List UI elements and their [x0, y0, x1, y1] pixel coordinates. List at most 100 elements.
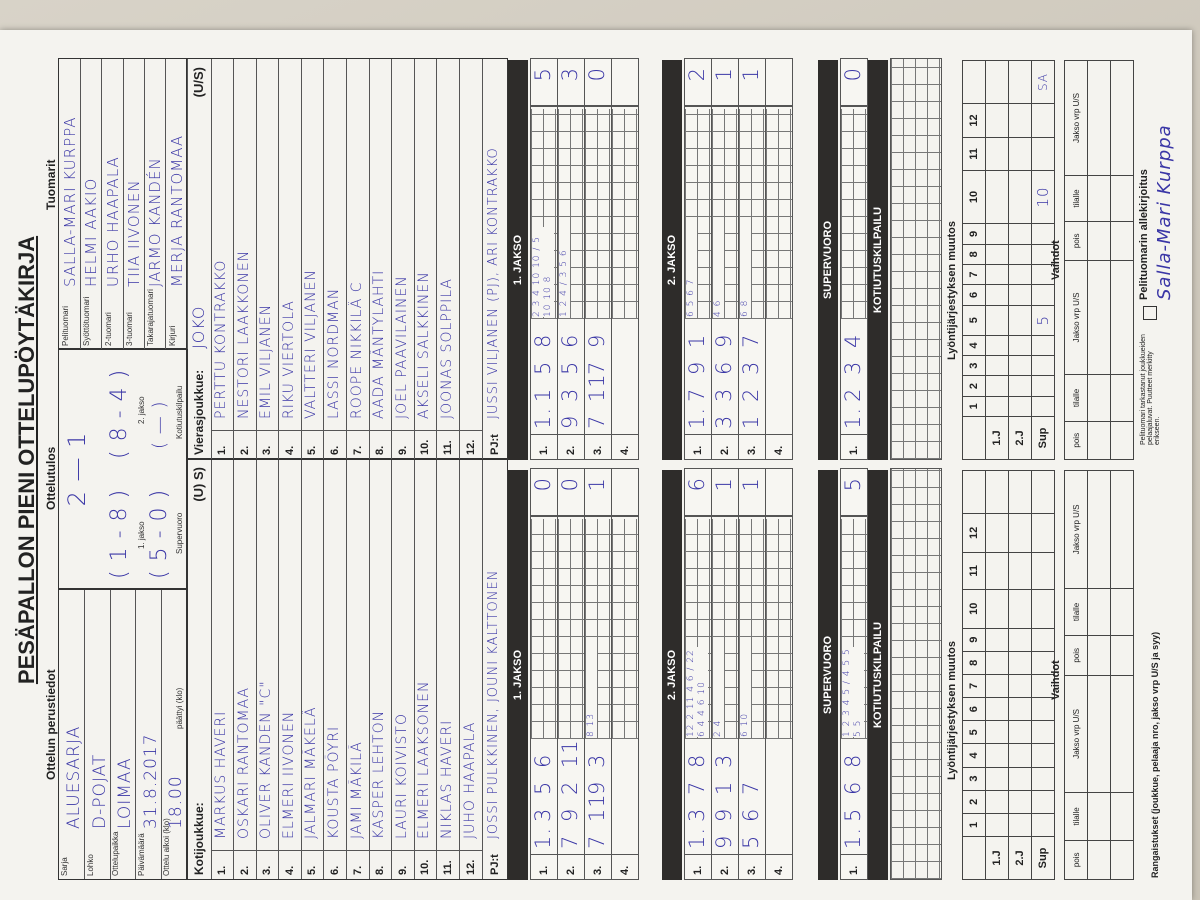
lineup-cell[interactable] [985, 244, 1009, 265]
lineup-cell[interactable] [1031, 589, 1055, 629]
lineup-cell[interactable] [985, 628, 1009, 652]
player-name[interactable]: ELMERI LAAKSONEN [416, 680, 433, 839]
batter-number[interactable]: 2 [739, 387, 763, 402]
batter-number[interactable]: 9 [585, 333, 609, 348]
lineup-cell[interactable] [1031, 628, 1055, 652]
substitution-cell[interactable] [1110, 374, 1134, 422]
batter-number[interactable]: 3 [739, 360, 763, 375]
batter-number[interactable]: 1 [685, 333, 709, 348]
batter-number[interactable]: 3 [712, 387, 736, 402]
substitution-cell[interactable] [1110, 840, 1134, 880]
lineup-cell[interactable] [1031, 813, 1055, 837]
lineup-cell[interactable] [1008, 674, 1032, 698]
lineup-extra-cell[interactable]: SA [1031, 60, 1055, 104]
batter-number[interactable]: 3 [685, 807, 709, 822]
substitution-cell[interactable] [1110, 635, 1134, 676]
batter-number[interactable]: 3 [585, 753, 609, 768]
lineup-cell[interactable] [1008, 513, 1032, 553]
player-name[interactable]: LAURI KOIVISTO [393, 713, 410, 839]
lineup-cell[interactable] [985, 790, 1009, 814]
runs-scored[interactable]: 3 [558, 67, 582, 82]
batter-number[interactable]: 9 [585, 780, 609, 795]
runs-scored[interactable]: 1 [739, 67, 763, 82]
batter-number[interactable]: 9 [558, 807, 582, 822]
batter-number[interactable]: 6 [712, 360, 736, 375]
batter-number[interactable]: 1. [841, 826, 865, 849]
batter-number[interactable]: 11 [585, 793, 609, 822]
batter-number[interactable]: 5 [531, 780, 555, 795]
lineup-cell[interactable] [1008, 552, 1032, 590]
info-value[interactable]: LOIMAA [115, 757, 136, 829]
substitution-cell[interactable] [1087, 421, 1111, 460]
batter-number[interactable]: 9 [558, 414, 582, 429]
player-name[interactable]: ELMERI IIVONEN [280, 710, 297, 839]
substitution-cell[interactable] [1087, 588, 1111, 636]
player-name[interactable]: AKSELI SALKKINEN [416, 271, 433, 419]
lineup-cell[interactable] [985, 396, 1009, 417]
info-value[interactable]: 18.00 [166, 775, 187, 829]
substitution-cell[interactable] [1087, 374, 1111, 422]
batter-number[interactable]: 7 [685, 780, 709, 795]
lineup-cell[interactable] [985, 375, 1009, 397]
batter-number[interactable]: 3 [712, 414, 736, 429]
lineup-cell[interactable] [1031, 335, 1055, 356]
runs-scored[interactable]: 0 [558, 477, 582, 492]
batter-number[interactable]: 8 [685, 753, 709, 768]
player-name[interactable]: OSKARI RANTOMAA [235, 686, 252, 839]
lineup-cell[interactable] [985, 697, 1009, 721]
lineup-cell[interactable] [1031, 513, 1055, 553]
substitution-cell[interactable] [1087, 260, 1111, 375]
runs-scored[interactable]: 5 [841, 477, 865, 492]
lineup-extra-cell[interactable] [985, 60, 1009, 104]
player-name[interactable]: JAMI MÄKILÄ [348, 741, 365, 839]
batter-number[interactable]: 7 [739, 780, 763, 795]
batter-number[interactable]: 9 [712, 834, 736, 849]
lineup-cell[interactable] [1008, 223, 1032, 245]
lineup-cell[interactable] [985, 284, 1009, 306]
lineup-cell[interactable] [985, 137, 1009, 171]
substitution-cell[interactable] [1110, 588, 1134, 636]
lineup-cell[interactable] [1008, 790, 1032, 814]
info-value[interactable]: 31.8.2017 [140, 733, 161, 829]
lineup-cell[interactable] [1031, 767, 1055, 791]
substitution-cell[interactable] [1087, 840, 1111, 880]
player-name[interactable]: NESTORI LAAKKONEN [235, 249, 252, 419]
lineup-cell[interactable] [985, 767, 1009, 791]
batter-number[interactable]: 1. [531, 826, 555, 849]
lineup-cell[interactable] [985, 813, 1009, 837]
batter-number[interactable]: 1. [841, 406, 865, 429]
batter-number[interactable]: 2 [558, 780, 582, 795]
lineup-cell[interactable] [1008, 103, 1032, 138]
lineup-cell[interactable]: 5 [1031, 305, 1055, 336]
player-name[interactable]: AADA MÄNTYLAHTI [371, 269, 388, 419]
lineup-cell[interactable] [1031, 355, 1055, 376]
runs-scored[interactable]: 1 [585, 477, 609, 492]
lineup-cell[interactable] [1008, 720, 1032, 744]
batter-number[interactable]: 9 [712, 333, 736, 348]
lineup-cell[interactable] [985, 674, 1009, 698]
score-notes[interactable]: 8 13 [586, 647, 597, 737]
batter-number[interactable]: 7 [585, 414, 609, 429]
lineup-cell[interactable] [1031, 284, 1055, 306]
batter-number[interactable]: 1 [712, 780, 736, 795]
lineup-cell[interactable] [1008, 264, 1032, 285]
score-notes[interactable]: 4 6 [713, 227, 724, 317]
lineup-cell[interactable] [985, 335, 1009, 356]
score-notes[interactable]: 6 10 [740, 647, 751, 737]
lineup-cell[interactable] [1008, 284, 1032, 306]
player-name[interactable]: JUHO HAAPALA [461, 721, 478, 839]
substitution-cell[interactable] [1087, 221, 1111, 261]
lineup-cell[interactable] [985, 223, 1009, 245]
visitor-coaches[interactable]: JUSSI VILJANEN (PJ), ARI KONTRAKKO [486, 147, 501, 419]
info-value[interactable]: ALUESARJA [64, 725, 84, 829]
lineup-cell[interactable] [1031, 137, 1055, 171]
batter-number[interactable]: 5 [841, 807, 865, 822]
player-name[interactable]: KASPER LEHTON [371, 709, 388, 839]
batter-number[interactable]: 7 [585, 834, 609, 849]
referee-name[interactable]: TIIA IIVONEN [124, 179, 143, 287]
lineup-cell[interactable] [1031, 375, 1055, 397]
batter-number[interactable]: 9 [712, 807, 736, 822]
substitution-cell[interactable] [1110, 470, 1134, 589]
batter-number[interactable]: 1. [685, 826, 709, 849]
substitution-cell[interactable] [1087, 470, 1111, 589]
